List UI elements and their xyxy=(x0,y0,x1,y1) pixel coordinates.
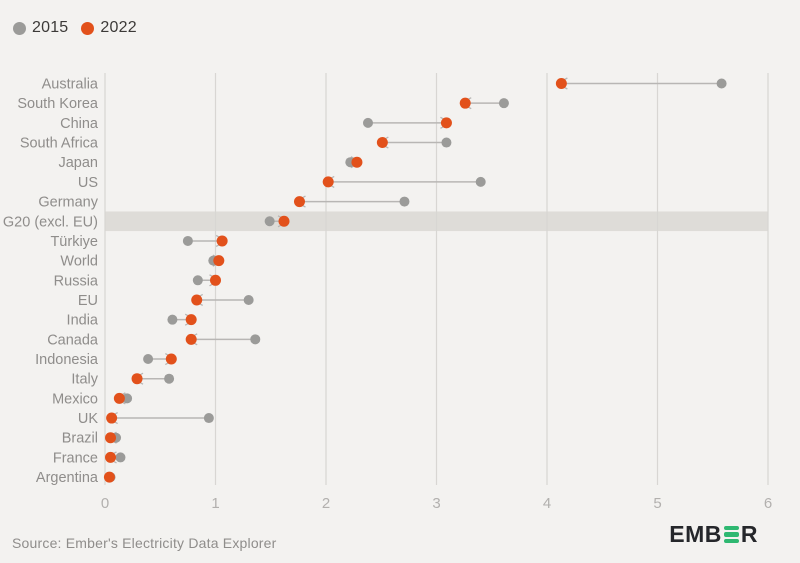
dot-2015 xyxy=(250,334,261,345)
row-label: Brazil xyxy=(62,431,98,447)
x-tick-label: 1 xyxy=(211,495,219,512)
ember-logo-green-e-icon xyxy=(723,525,739,544)
dot-2022 xyxy=(191,294,203,306)
x-tick-label: 2 xyxy=(322,495,330,512)
row-label: Australia xyxy=(42,77,99,93)
row-label: World xyxy=(60,254,98,270)
dot-2022 xyxy=(376,137,388,149)
legend-label-2015: 2015 xyxy=(32,19,69,36)
row-label: France xyxy=(53,450,98,466)
row-label: US xyxy=(78,175,98,191)
dot-2015 xyxy=(243,294,254,305)
dot-2015 xyxy=(192,275,203,286)
legend: 2015 2022 xyxy=(13,19,137,37)
row-label: EU xyxy=(78,293,98,309)
dot-2015 xyxy=(167,314,178,325)
dot-2022 xyxy=(293,196,305,208)
dot-2022 xyxy=(105,432,117,444)
row-label: South Africa xyxy=(20,136,99,152)
legend-item-2015: 2015 xyxy=(13,19,68,37)
dot-2022 xyxy=(106,412,118,424)
row-label: G20 (excl. EU) xyxy=(3,214,98,230)
row-label: Argentina xyxy=(36,470,99,486)
dot-2022 xyxy=(278,215,290,227)
dot-2015 xyxy=(115,452,126,463)
row-label: Germany xyxy=(38,195,98,211)
dot-2015 xyxy=(475,176,486,187)
dot-2022 xyxy=(555,78,567,89)
dot-2015 xyxy=(362,117,373,128)
legend-dot-2022-icon xyxy=(81,21,95,35)
dot-2015 xyxy=(203,413,214,424)
dot-2022 xyxy=(165,353,177,365)
dot-2022 xyxy=(440,117,452,129)
row-label: Russia xyxy=(54,273,99,289)
row-label: Canada xyxy=(47,332,99,348)
source-note: Source: Ember's Electricity Data Explore… xyxy=(12,535,277,551)
dot-2022 xyxy=(322,176,334,188)
row-label: Japan xyxy=(58,155,98,171)
ember-logo-text-prefix: EMB xyxy=(669,521,722,547)
dot-2022 xyxy=(210,274,221,286)
x-tick-label: 0 xyxy=(101,495,109,512)
dot-2015 xyxy=(498,98,509,109)
dot-2022 xyxy=(185,314,197,326)
dot-2015 xyxy=(164,373,175,384)
dot-2022 xyxy=(105,451,117,463)
dot-2022 xyxy=(216,235,228,247)
legend-item-2022: 2022 xyxy=(81,19,137,37)
dot-2022 xyxy=(351,156,363,168)
row-label: Türkiye xyxy=(50,234,98,250)
dot-2015 xyxy=(399,196,410,207)
dot-2022 xyxy=(113,392,125,404)
dot-2022 xyxy=(103,471,115,483)
dot-2022 xyxy=(131,373,143,385)
dot-2015 xyxy=(264,216,275,227)
legend-label-2022: 2022 xyxy=(100,19,137,36)
legend-dot-2015-icon xyxy=(13,21,26,35)
row-label: China xyxy=(60,116,99,132)
ember-logo-text-suffix: R xyxy=(740,521,758,547)
dot-2015 xyxy=(716,78,727,89)
dot-2015 xyxy=(182,235,193,246)
dot-2022 xyxy=(459,97,471,109)
x-tick-label: 6 xyxy=(764,495,772,512)
dot-2022 xyxy=(185,333,197,345)
dot-2015 xyxy=(143,354,154,365)
x-tick-label: 3 xyxy=(432,495,440,512)
dot-2015 xyxy=(441,137,452,148)
row-label: India xyxy=(67,313,99,329)
row-label: Italy xyxy=(71,372,98,388)
row-label: Mexico xyxy=(52,391,98,407)
dot-2015 xyxy=(122,393,133,404)
row-label: Indonesia xyxy=(35,352,99,368)
row-label: UK xyxy=(78,411,98,427)
ember-logo: EMB R xyxy=(669,523,758,546)
x-tick-label: 4 xyxy=(543,495,551,512)
row-label: South Korea xyxy=(17,96,99,112)
x-tick-label: 5 xyxy=(653,495,661,512)
dot-2022 xyxy=(213,255,225,267)
